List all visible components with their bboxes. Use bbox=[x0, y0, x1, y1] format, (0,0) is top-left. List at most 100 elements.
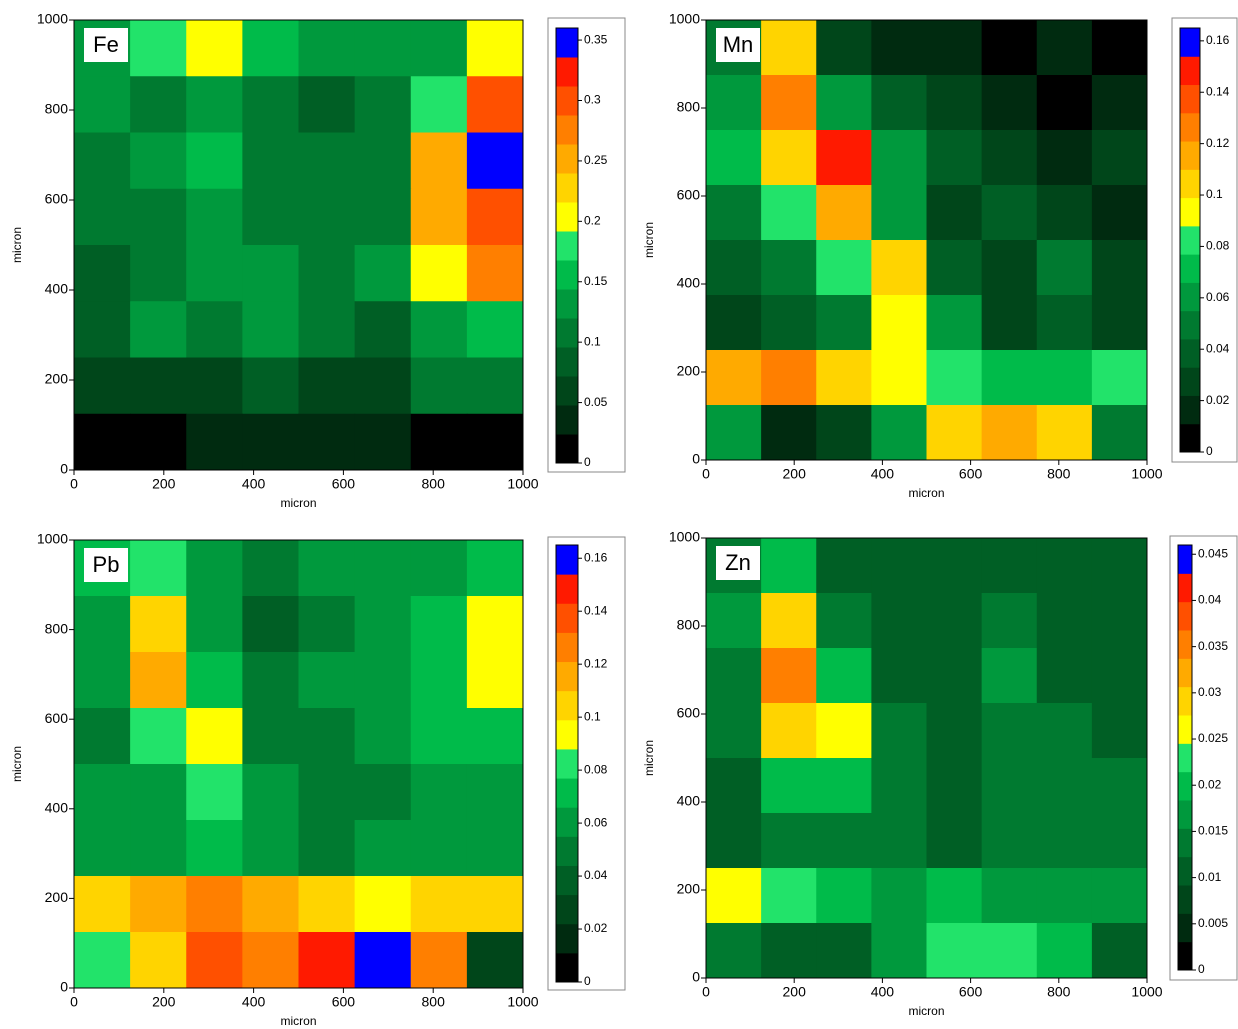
heat-cell bbox=[761, 350, 817, 406]
colorbar-tick-label: 0.02 bbox=[1198, 777, 1222, 791]
heat-cell bbox=[466, 245, 524, 302]
x-tick-label: 200 bbox=[152, 994, 176, 1010]
heat-cell bbox=[706, 130, 762, 186]
heat-cell bbox=[466, 20, 524, 77]
colorbar-tick-label: 0 bbox=[584, 455, 591, 469]
colorbar-outline bbox=[1179, 27, 1201, 453]
x-tick-label: 0 bbox=[702, 984, 710, 1000]
colorbar-band bbox=[556, 923, 578, 954]
heat-cell bbox=[466, 932, 524, 989]
colorbar-band bbox=[556, 231, 578, 261]
heat-cell bbox=[242, 596, 299, 653]
colorbar-band bbox=[1180, 367, 1200, 396]
colorbar-outline bbox=[1177, 544, 1193, 971]
heat-cell bbox=[130, 132, 187, 190]
heat-cell bbox=[354, 132, 412, 190]
heat-cell bbox=[981, 405, 1038, 461]
heat-cell bbox=[354, 932, 412, 989]
heat-cell bbox=[130, 596, 187, 653]
heat-cell bbox=[706, 648, 762, 704]
panel-label: Mn bbox=[723, 32, 754, 57]
heat-cell bbox=[298, 413, 356, 471]
colorbar-band bbox=[1178, 828, 1192, 858]
heat-cell bbox=[242, 652, 299, 709]
colorbar-band bbox=[1178, 545, 1192, 574]
heat-cell bbox=[186, 764, 243, 821]
heat-cell bbox=[926, 240, 983, 296]
y-tick-label: 1000 bbox=[669, 529, 700, 545]
colorbar-tick-label: 0.16 bbox=[584, 550, 608, 564]
heat-cell bbox=[761, 240, 817, 296]
colorbar-band bbox=[556, 57, 578, 87]
colorbar-band bbox=[1180, 338, 1200, 368]
colorbar-tick-label: 0.14 bbox=[1206, 84, 1230, 98]
heat-cell bbox=[242, 932, 299, 989]
x-tick-label: 1000 bbox=[507, 994, 538, 1010]
colorbar-tick-label: 0.14 bbox=[584, 603, 608, 617]
colorbar-band bbox=[1180, 112, 1200, 142]
heat-cell bbox=[871, 20, 927, 76]
x-axis-label: micron bbox=[908, 486, 944, 500]
heat-cell bbox=[186, 132, 243, 190]
heat-cell bbox=[354, 540, 412, 597]
heat-cell bbox=[926, 593, 983, 649]
x-tick-label: 200 bbox=[783, 984, 807, 1000]
heat-cell bbox=[298, 76, 356, 133]
heat-cell bbox=[1036, 240, 1093, 296]
colorbar-band bbox=[556, 778, 578, 808]
heat-cell bbox=[816, 538, 872, 594]
heat-cell bbox=[186, 708, 243, 765]
heat-cell bbox=[926, 868, 983, 924]
colorbar-band bbox=[1178, 686, 1192, 716]
colorbar-tick-label: 0.16 bbox=[1206, 33, 1230, 47]
heat-cell bbox=[354, 652, 412, 709]
heat-cell bbox=[242, 245, 299, 302]
heat-cell bbox=[1036, 350, 1093, 406]
heat-cell bbox=[761, 130, 817, 186]
colorbar-band bbox=[1178, 715, 1192, 744]
heat-cell bbox=[981, 350, 1038, 406]
heat-cell bbox=[1091, 130, 1148, 186]
heat-cell bbox=[981, 923, 1038, 979]
colorbar-band bbox=[556, 545, 578, 575]
heat-cell bbox=[186, 20, 243, 77]
heat-cell bbox=[410, 301, 468, 358]
x-tick-label: 600 bbox=[332, 994, 356, 1010]
heat-cell bbox=[298, 132, 356, 190]
x-axis-label: micron bbox=[280, 496, 316, 510]
heat-cell bbox=[410, 357, 468, 415]
heat-cell bbox=[298, 301, 356, 358]
colorbar-band bbox=[1180, 310, 1200, 340]
plot-frame bbox=[705, 537, 1148, 979]
heat-cell bbox=[298, 540, 356, 597]
heat-cell bbox=[410, 132, 468, 190]
y-tick-label: 0 bbox=[60, 461, 68, 477]
y-tick-label: 800 bbox=[45, 101, 69, 117]
heat-cell bbox=[410, 764, 468, 821]
plot-frame bbox=[73, 539, 524, 989]
heat-cell bbox=[706, 185, 762, 241]
heat-cell bbox=[981, 538, 1038, 594]
heat-cell bbox=[926, 703, 983, 759]
colorbar-tick-label: 0.02 bbox=[584, 921, 608, 935]
heat-cell bbox=[410, 876, 468, 933]
heat-cell bbox=[298, 596, 356, 653]
colorbar-tick-label: 0.04 bbox=[1198, 593, 1222, 607]
y-tick-label: 0 bbox=[60, 979, 68, 995]
heat-cell bbox=[981, 185, 1038, 241]
y-axis-label: micron bbox=[10, 227, 24, 263]
heat-cell bbox=[1036, 538, 1093, 594]
heat-cell bbox=[1091, 758, 1148, 814]
panel-label-box bbox=[84, 28, 128, 62]
colorbar-tick-label: 0.3 bbox=[584, 93, 601, 107]
heat-cell bbox=[981, 75, 1038, 131]
heat-cell bbox=[981, 240, 1038, 296]
colorbar-tick-label: 0.35 bbox=[584, 32, 608, 46]
y-tick-label: 800 bbox=[677, 99, 701, 115]
colorbar-band bbox=[1180, 395, 1200, 425]
heat-cell bbox=[706, 240, 762, 296]
colorbar-band bbox=[556, 405, 578, 435]
colorbar-band bbox=[1178, 913, 1192, 943]
